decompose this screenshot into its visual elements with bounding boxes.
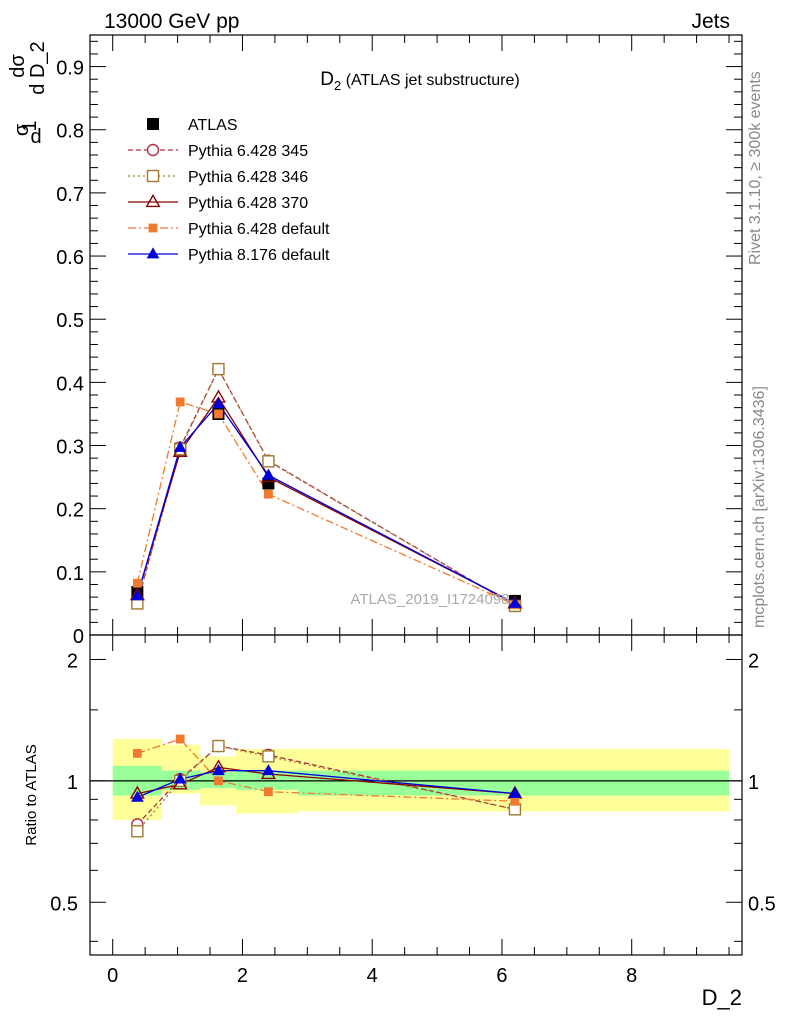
xtick-label-4: 8: [626, 965, 637, 987]
xtick-label-0: 0: [107, 965, 118, 987]
title-rest: (ATLAS jet substructure): [341, 72, 519, 89]
ylabel-dsigma: dσ: [7, 54, 29, 78]
chart-title: D2 (ATLAS jet substructure): [320, 69, 519, 93]
legend-label-5: Pythia 8.176 default: [188, 247, 330, 264]
rivet-label: Rivet 3.1.10, ≥ 300k events: [747, 71, 764, 265]
xtick-label-1: 2: [237, 965, 248, 987]
series-4-point-0: [131, 589, 144, 601]
legend-marker-5: [146, 247, 160, 259]
series-line-1: [136, 367, 516, 607]
ratio-3-point-3: [264, 787, 273, 797]
ratio-3-point-4: [510, 796, 520, 806]
main-ytick-label-2: 0.2: [56, 500, 84, 522]
legend: ATLAS Pythia 6.428 345 Pythia 6.428 346 Pyt…: [128, 117, 330, 264]
legend-label-1: Pythia 6.428 345: [188, 143, 308, 160]
ratio-3-point-0: [132, 748, 142, 758]
title-main: D: [320, 69, 334, 90]
ratio-4-point-0: [131, 790, 144, 802]
ratio-ytick-label-right-1: 1: [748, 772, 759, 794]
main-ytick-label-5: 0.5: [56, 310, 84, 332]
mcplots-label: mcplots.cern.ch [arXiv:1306.3436]: [751, 386, 768, 628]
legend-label-3: Pythia 6.428 370: [188, 195, 308, 212]
ratio-ytick-label-left-2: 2: [67, 650, 78, 672]
x-axis-label: D_2: [702, 985, 742, 1010]
category-label: Jets: [691, 10, 730, 33]
ylabel-sigma: σ: [11, 123, 33, 136]
ratio-y-label: Ratio to ATLAS: [23, 744, 40, 845]
ratio-4-point-2: [212, 764, 225, 776]
series-3-point-1: [175, 397, 185, 407]
ylabel-one: 1: [19, 120, 41, 131]
xtick-label-3: 6: [496, 965, 507, 987]
analysis-watermark: ATLAS_2019_I1724098: [350, 591, 509, 608]
series-4-point-3: [262, 468, 275, 480]
ratio-4-point-4: [508, 786, 522, 798]
series-1-point-2: [212, 362, 225, 376]
legend-marker-3: [145, 193, 161, 208]
ratio-ytick-label-right-2: 2: [748, 650, 759, 672]
main-series-layer: [129, 362, 523, 613]
ylabel-d-top: d: [30, 126, 41, 148]
main-ytick-label-8: 0.8: [56, 121, 84, 143]
main-ytick-label-4: 0.4: [56, 373, 84, 395]
ratio-1-point-0: [131, 825, 144, 838]
axes-layer: 00.10.20.30.40.50.60.70.80.90.5 0.51 12 20 2…: [50, 34, 776, 987]
legend-marker-4: [148, 223, 158, 233]
main-y-label: d 1 σ dσ d D_2: [7, 41, 49, 148]
process-label: 13000 GeV pp: [104, 10, 239, 33]
ratio-uncertainty-bands: [90, 739, 742, 820]
main-ytick-label-6: 0.6: [56, 247, 84, 269]
series-4-point-4: [508, 596, 522, 608]
ratio-ytick-label-left-1: 1: [67, 772, 78, 794]
title-sub: 2: [334, 78, 341, 93]
series-line-0: [136, 367, 516, 607]
legend-label-2: Pythia 6.428 346: [188, 169, 308, 186]
ratio-frame: [89, 634, 743, 956]
ratio-1-point-3: [262, 750, 275, 763]
ratio-1-point-2: [212, 739, 225, 753]
main-ytick-label-7: 0.7: [56, 184, 84, 206]
series-1-point-3: [262, 455, 275, 468]
ratio-4-point-1: [173, 772, 187, 784]
series-3-point-0: [132, 578, 142, 588]
ratio-3-point-1: [175, 734, 185, 744]
ratio-3-point-2: [214, 776, 223, 786]
ylabel-dd2: d D_2: [27, 41, 49, 94]
atlas-point-3: [262, 477, 275, 490]
series-4-point-1: [173, 440, 187, 452]
xtick-label-2: 4: [367, 965, 378, 987]
main-ytick-label-1: 0.1: [56, 563, 84, 585]
ratio-ytick-label-right-0: 0.5: [748, 893, 776, 915]
legend-marker-2: [146, 169, 160, 183]
ratio-ytick-label-left-0: 0.5: [50, 893, 78, 915]
legend-marker-1: [146, 143, 160, 157]
ratio-series-layer: [129, 734, 523, 838]
ratio-4-point-3: [262, 764, 275, 776]
legend-marker-0: [147, 118, 159, 130]
legend-label-4: Pythia 6.428 default: [188, 221, 330, 238]
series-4-point-2: [212, 397, 225, 409]
legend-label-0: ATLAS: [188, 117, 238, 134]
series-3-point-3: [264, 489, 273, 499]
series-3-point-2: [214, 409, 223, 419]
series-line-4: [136, 402, 516, 604]
main-ytick-label-9: 0.9: [56, 58, 84, 80]
main-ytick-label-3: 0.3: [56, 437, 84, 459]
main-ytick-label-0: 0: [73, 626, 84, 648]
